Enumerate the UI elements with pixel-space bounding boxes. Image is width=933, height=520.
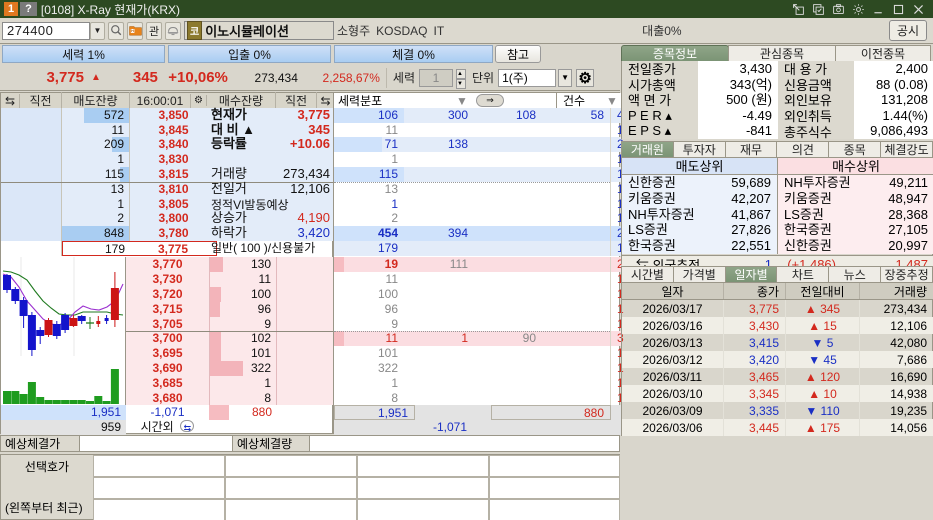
svg-text:H: H bbox=[131, 29, 134, 33]
